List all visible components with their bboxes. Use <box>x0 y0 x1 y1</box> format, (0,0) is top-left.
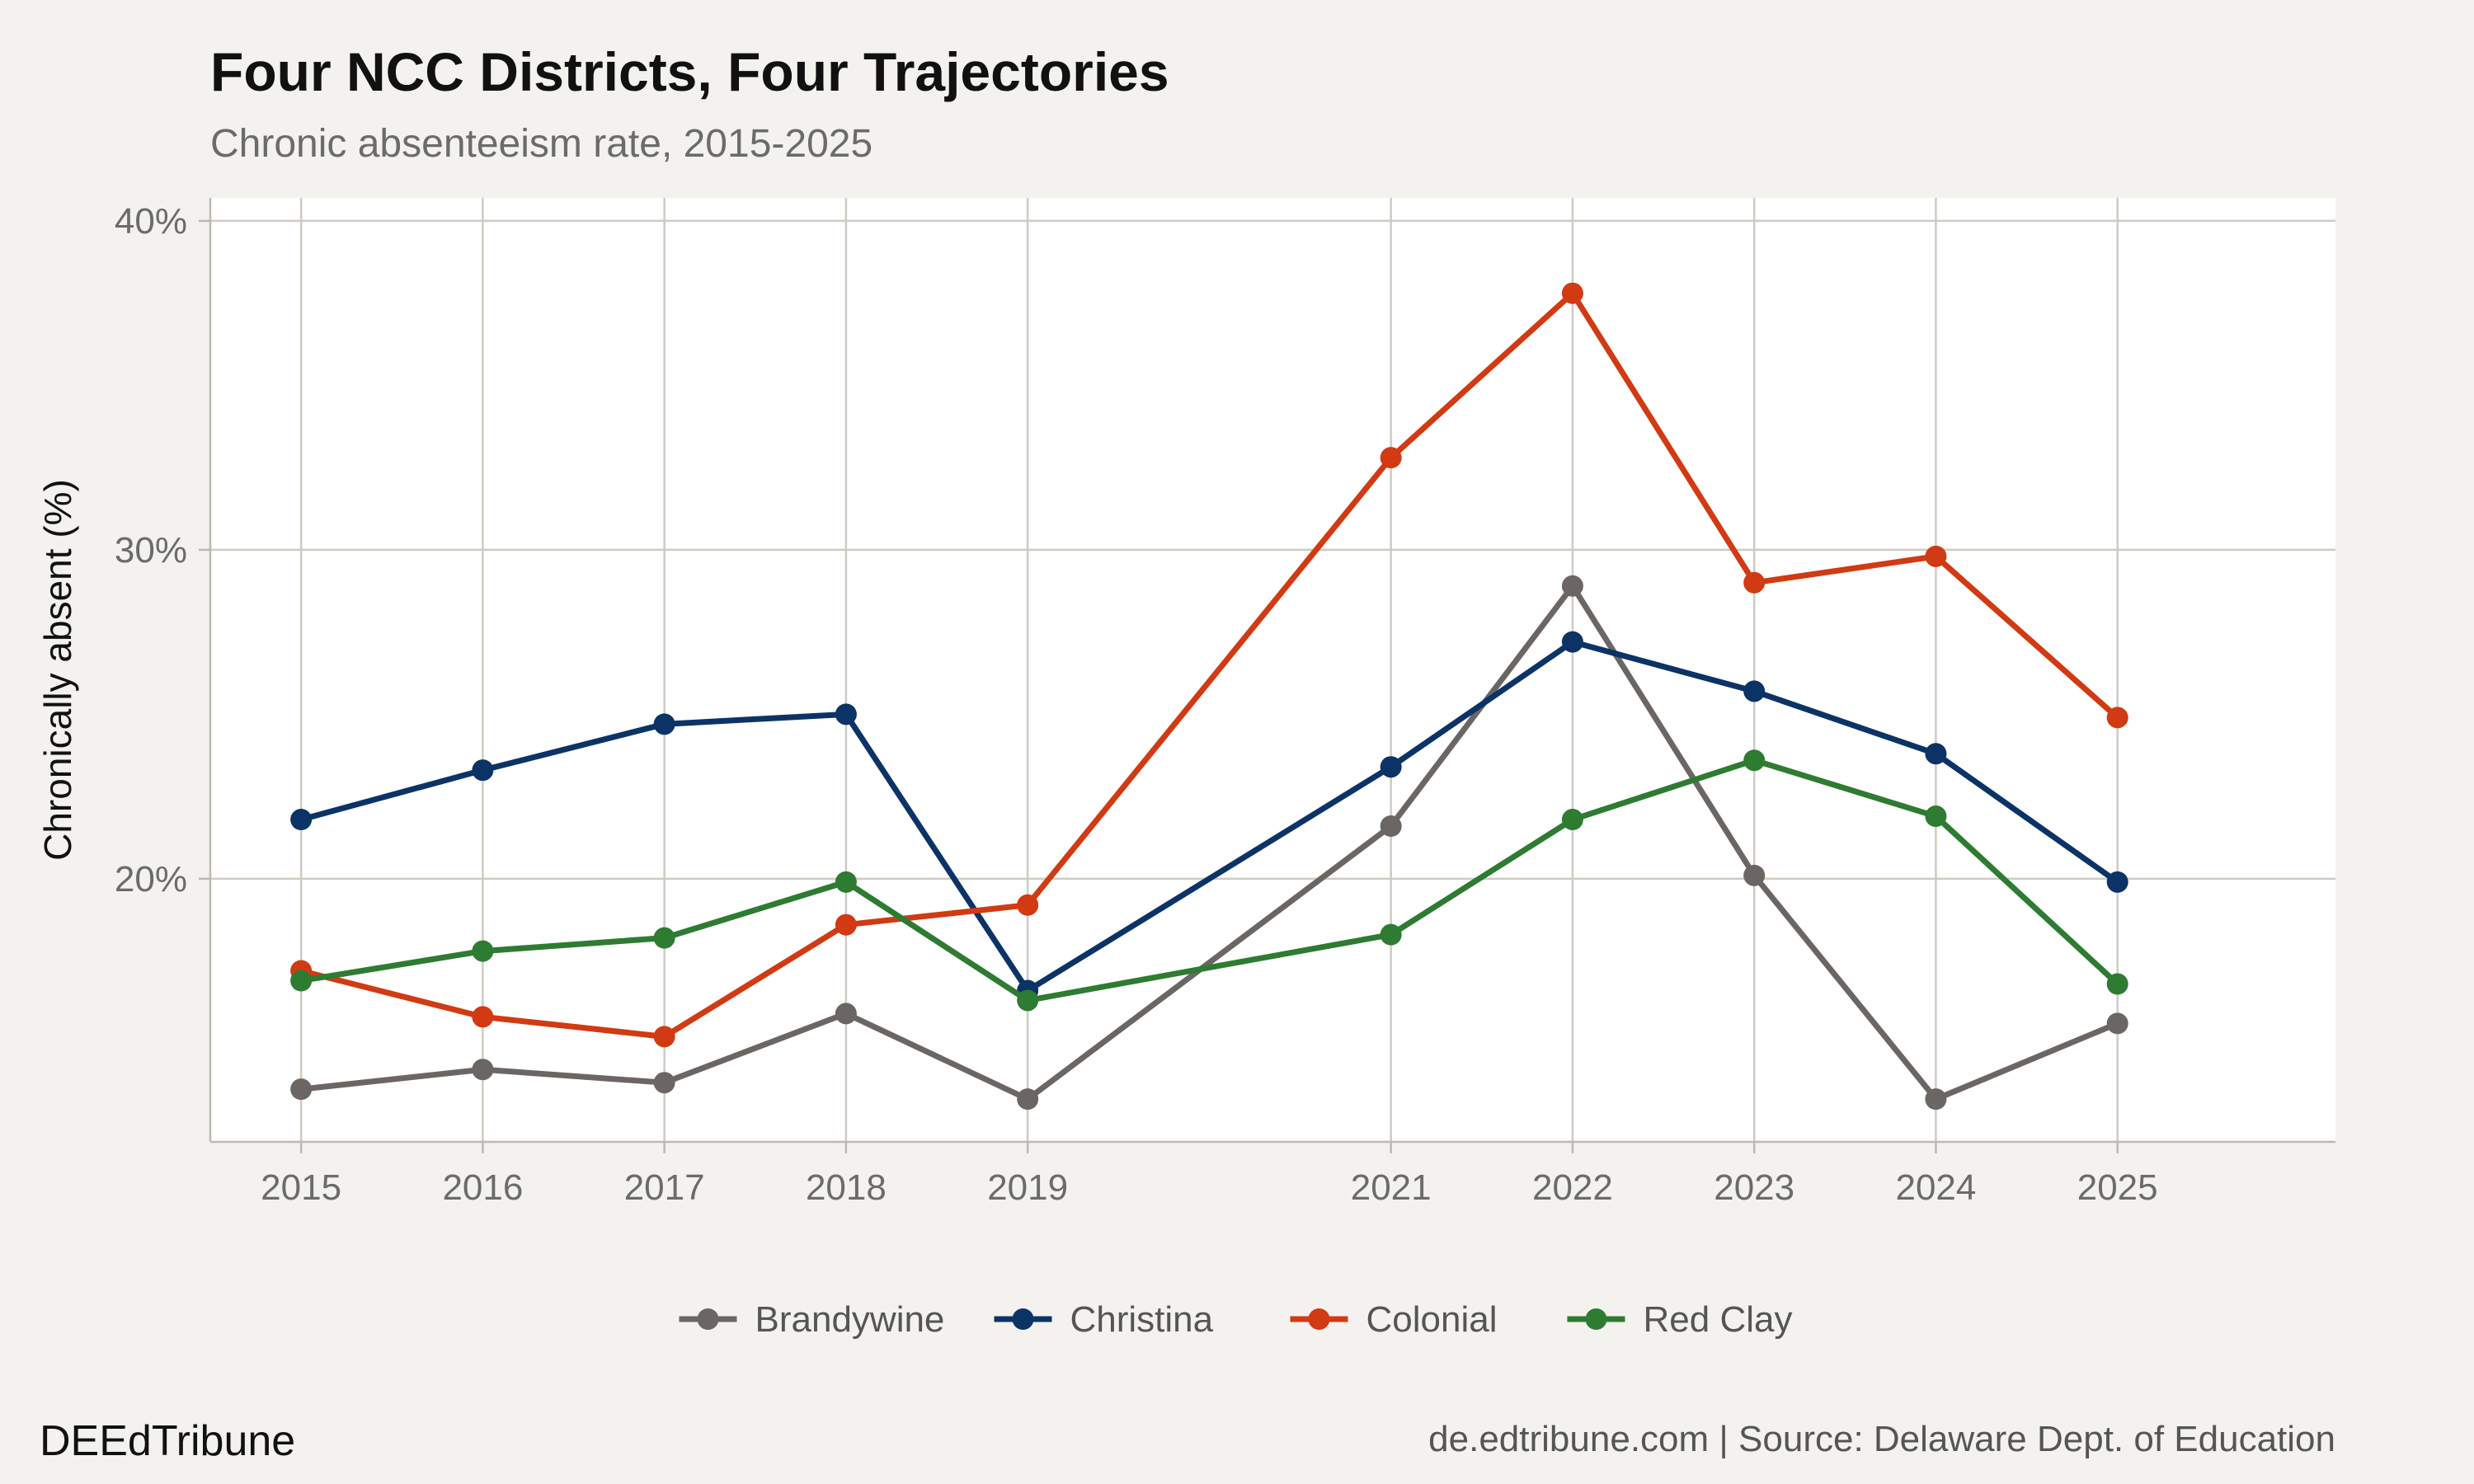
data-point-colonial <box>835 913 857 936</box>
chart-subtitle: Chronic absenteeism rate, 2015-2025 <box>210 122 872 166</box>
data-point-red-clay <box>1380 923 1402 946</box>
x-tick-label: 2015 <box>261 1167 341 1208</box>
x-tick-label: 2019 <box>987 1167 1068 1208</box>
legend-item-christina: Christina <box>994 1299 1214 1340</box>
data-point-red-clay <box>472 940 494 962</box>
y-tick-label: 20% <box>115 859 187 899</box>
data-point-brandywine <box>835 1003 857 1025</box>
legend-key-marker <box>1308 1308 1330 1330</box>
data-point-brandywine <box>653 1072 675 1094</box>
legend-label: Colonial <box>1366 1299 1498 1340</box>
data-point-brandywine <box>1925 1088 1947 1111</box>
x-tick-label: 2022 <box>1532 1167 1613 1208</box>
data-point-colonial <box>1561 282 1583 304</box>
data-point-red-clay <box>2106 973 2128 995</box>
brand-logo-text: DEEdTribune <box>40 1417 295 1465</box>
data-point-christina <box>835 703 857 726</box>
data-point-red-clay <box>653 927 675 949</box>
tick-labels: 2015 2016 2017 2018 2019 2021 2022 2023 2024 2025… <box>115 201 2158 1208</box>
x-tick-label: 2016 <box>442 1167 523 1208</box>
x-tick-label: 2025 <box>2077 1167 2158 1208</box>
legend-item-red-clay: Red Clay <box>1567 1299 1793 1340</box>
data-point-red-clay <box>1743 749 1766 772</box>
data-point-colonial <box>653 1026 675 1048</box>
data-point-brandywine <box>1380 815 1402 838</box>
data-point-red-clay <box>290 970 313 992</box>
data-point-brandywine <box>290 1078 313 1101</box>
data-point-brandywine <box>2106 1012 2128 1035</box>
legend: Brandywine Christina Colonial Red Clay <box>679 1299 1793 1340</box>
data-point-red-clay <box>1561 809 1583 831</box>
legend-label: Red Clay <box>1644 1299 1793 1340</box>
legend-label: Brandywine <box>755 1299 945 1340</box>
series-line-colonial <box>298 290 2121 1040</box>
data-point-brandywine <box>1743 864 1766 886</box>
data-point-christina <box>1925 743 1947 765</box>
data-point-colonial <box>1017 894 1039 916</box>
data-point-colonial <box>1925 545 1947 567</box>
series-line-christina <box>298 639 2121 993</box>
chart-title: Four NCC Districts, Four Trajectories <box>210 41 1169 102</box>
data-point-christina <box>1380 756 1402 778</box>
data-point-christina <box>1743 680 1766 702</box>
data-point-red-clay <box>1017 989 1039 1012</box>
plot-area <box>210 198 2335 1142</box>
data-point-colonial <box>1380 447 1402 469</box>
y-tick-label: 30% <box>115 530 187 571</box>
x-tick-label: 2017 <box>624 1167 705 1208</box>
data-point-red-clay <box>1925 805 1947 828</box>
y-tick-label: 40% <box>115 201 187 242</box>
series-lines <box>290 282 2128 1111</box>
legend-key-marker <box>1012 1308 1034 1330</box>
data-point-christina <box>2106 871 2128 893</box>
data-point-brandywine <box>1017 1088 1039 1111</box>
legend-key-marker <box>697 1308 719 1330</box>
data-point-christina <box>1561 631 1583 653</box>
legend-item-colonial: Colonial <box>1290 1299 1498 1340</box>
legend-item-brandywine: Brandywine <box>679 1299 945 1340</box>
data-point-brandywine <box>1561 575 1583 597</box>
data-point-colonial <box>472 1006 494 1028</box>
y-axis-title: Chronically absent (%) <box>36 479 79 861</box>
gridlines <box>210 198 2335 1142</box>
data-point-christina <box>472 759 494 782</box>
legend-key-marker <box>1585 1308 1607 1330</box>
series-brandywine <box>290 575 2128 1111</box>
x-tick-label: 2024 <box>1895 1167 1976 1208</box>
series-line-brandywine <box>298 583 2121 1102</box>
data-point-colonial <box>2106 707 2128 729</box>
series-line-red-clay <box>298 757 2121 1003</box>
axes <box>199 198 2335 1153</box>
data-point-red-clay <box>835 871 857 893</box>
x-tick-label: 2023 <box>1714 1167 1794 1208</box>
x-tick-label: 2021 <box>1351 1167 1432 1208</box>
source-note: de.edtribune.com | Source: Delaware Dept… <box>1428 1419 2335 1459</box>
data-point-christina <box>653 713 675 735</box>
data-point-colonial <box>1743 571 1766 594</box>
legend-label: Christina <box>1070 1299 1214 1340</box>
data-point-christina <box>290 809 313 831</box>
series-red-clay <box>290 749 2128 1012</box>
x-tick-label: 2018 <box>806 1167 887 1208</box>
data-point-brandywine <box>472 1059 494 1081</box>
